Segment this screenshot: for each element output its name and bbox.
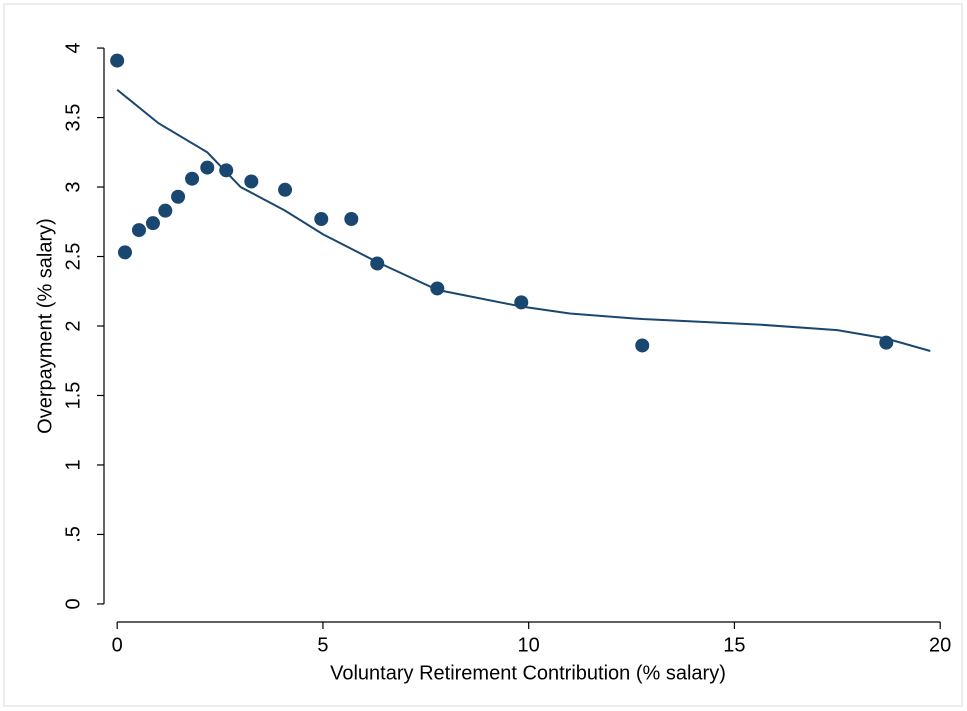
y-tick-label: 0 xyxy=(62,598,84,609)
y-tick-label: 3 xyxy=(62,181,84,192)
y-tick-label: 1 xyxy=(62,459,84,470)
x-tick-label: 15 xyxy=(723,634,745,656)
point xyxy=(131,223,146,238)
y-tick-label: 3.5 xyxy=(62,104,84,132)
y-axis-label: Overpayment (% salary) xyxy=(34,218,56,434)
point xyxy=(200,160,215,175)
point xyxy=(635,338,650,353)
x-tick-label: 10 xyxy=(518,634,540,656)
y-tick-label: 2.5 xyxy=(62,243,84,271)
y-tick-label: 4 xyxy=(62,43,84,54)
x-tick-label: 0 xyxy=(112,634,123,656)
x-axis-label: Voluntary Retirement Contribution (% sal… xyxy=(330,662,726,684)
point xyxy=(278,182,293,197)
point xyxy=(185,171,200,186)
point xyxy=(145,216,160,231)
point xyxy=(171,189,186,204)
point xyxy=(244,174,259,189)
y-tick-label: 2 xyxy=(62,320,84,331)
y-tick-label: 1.5 xyxy=(62,382,84,410)
x-tick-label: 20 xyxy=(929,634,951,656)
point xyxy=(344,211,359,226)
x-tick-label: 5 xyxy=(317,634,328,656)
fit-line xyxy=(116,88,931,352)
point xyxy=(117,245,132,260)
point xyxy=(430,281,445,296)
point xyxy=(110,53,125,68)
frame xyxy=(3,3,963,707)
point xyxy=(314,211,329,226)
point xyxy=(219,163,234,178)
y-tick-label: .5 xyxy=(62,526,84,543)
point xyxy=(158,203,173,218)
